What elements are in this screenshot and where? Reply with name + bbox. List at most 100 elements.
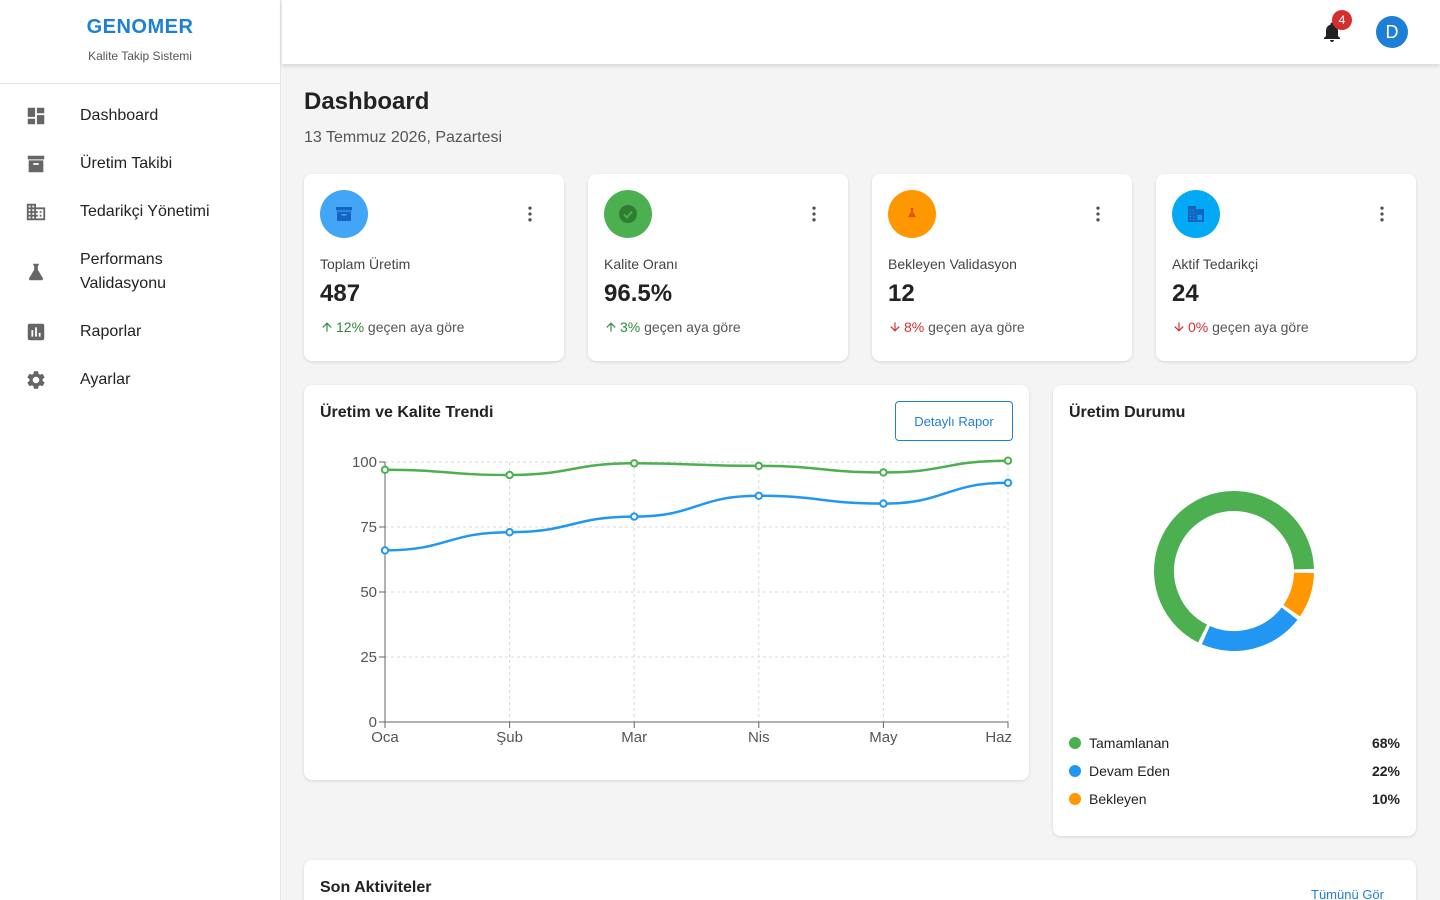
y-tick-label: 75 [360,519,377,536]
series-line [384,459,1009,477]
more-vert-icon [528,206,532,222]
legend-dot [1069,793,1081,805]
production-status-card: Üretim Durumu Tamamlanan 68% Devam Eden … [1053,385,1416,836]
donut-legend: Tamamlanan 68% Devam Eden 22% Bekleyen 1… [1069,729,1400,813]
stat-card-bekleyen-validasyon: Bekleyen Validasyon 12 8% geçen aya göre [872,174,1132,361]
avatar[interactable]: D [1376,16,1408,48]
sidebar-item-label: Performans Validasyonu [80,251,166,292]
x-tick-label: Şub [496,729,523,746]
sidebar-item-ayarlar[interactable]: Ayarlar [0,356,280,404]
legend-value: 22% [1371,763,1400,779]
archive-icon [336,207,352,221]
stat-change-suffix: geçen aya göre [928,319,1025,335]
data-point [1003,478,1013,488]
donut-slice-devam-eden [1201,607,1298,651]
x-tick-label: May [869,729,898,746]
line-chart: 0 25 50 75 100 Oca Şub Mar Nis May Haz [352,454,1013,746]
page-date: 13 Temmuz 2026, Pazartesi [304,129,503,146]
stat-label: Kalite Oranı [604,256,678,272]
building-icon [1188,206,1204,222]
stat-card-aktif-tedarikci: Aktif Tedarikçi 24 0% geçen aya göre [1156,174,1416,361]
data-point [630,512,639,521]
notifications-button[interactable]: 4 [1320,10,1352,44]
legend-dot [1069,765,1081,777]
sidebar-item-dashboard[interactable]: Dashboard [0,92,280,140]
flask-icon [908,208,916,219]
sidebar-item-label: Ayarlar [80,371,131,388]
data-point [754,461,763,471]
stat-change-suffix: geçen aya göre [644,319,741,335]
arrow-up-icon [606,322,616,332]
brand-title[interactable]: GENOMER [86,16,194,38]
y-tick-label: 25 [360,649,377,666]
data-point [1003,456,1013,465]
building-icon [24,200,48,224]
legend-dot [1069,737,1081,749]
stat-change: 12% geçen aya göre [320,319,464,335]
legend-value: 68% [1371,735,1400,751]
data-point [380,546,390,555]
stat-card-kalite-orani: Kalite Oranı 96.5% 3% geçen aya göre [588,174,848,361]
donut-chart [1154,491,1314,651]
y-tick-label: 50 [360,584,377,601]
stat-change: 3% geçen aya göre [604,319,741,335]
stat-change-value: 3% [620,319,641,335]
production-status-title: Üretim Durumu [1069,404,1186,421]
sidebar-item-label: Üretim Takibi [80,155,173,172]
more-menu-button[interactable] [1370,202,1394,226]
donut-slice-bekleyen [1283,572,1314,617]
sidebar-item-tedarikci-yonetimi[interactable]: Tedarikçi Yönetimi [0,188,280,236]
data-point [630,459,639,468]
more-vert-icon [1380,206,1384,222]
sidebar: GENOMER Kalite Takip Sistemi Dashboard Ü… [0,0,281,900]
stat-label: Aktif Tedarikçi [1172,256,1259,272]
data-point [505,470,514,480]
stat-change: 0% geçen aya göre [1172,319,1309,335]
data-point [505,528,514,537]
view-all-link[interactable]: Tümünü Gör [1311,887,1384,900]
legend-label: Devam Eden [1089,763,1170,779]
trend-chart-title: Üretim ve Kalite Trendi [320,404,494,421]
sidebar-nav: Dashboard Üretim Takibi Tedarikçi Yöneti… [0,84,280,404]
stat-change-value: 8% [904,319,925,335]
stat-label: Toplam Üretim [320,256,411,272]
top-app-bar: 4 D [282,0,1440,64]
stat-value: 487 [320,280,361,307]
legend-label: Bekleyen [1089,791,1147,807]
data-point [754,491,763,501]
stat-change: 8% geçen aya göre [888,319,1025,335]
stat-change-value: 0% [1188,319,1209,335]
sidebar-item-raporlar[interactable]: Raporlar [0,308,280,356]
x-tick-label: Oca [371,729,399,746]
arrow-down-icon [890,322,900,332]
sidebar-item-performans-validasyonu[interactable]: Performans Validasyonu [0,236,280,308]
donut-slice-tamamlanan [1154,491,1314,643]
series-line [384,481,1009,552]
more-menu-button[interactable] [802,202,826,226]
legend-item: Devam Eden 22% [1069,757,1400,785]
flask-icon [24,260,48,284]
data-point [879,499,888,508]
sidebar-item-uretim-takibi[interactable]: Üretim Takibi [0,140,280,188]
x-tick-label: Mar [621,729,647,746]
stat-value: 24 [1172,280,1199,307]
stat-icon-circle [320,190,368,238]
legend-label: Tamamlanan [1089,735,1170,751]
x-tick-label: Haz [985,729,1012,746]
sidebar-item-label: Raporlar [80,323,142,340]
trend-chart-card: Üretim ve Kalite Trendi Detaylı Rapor 0 2… [304,385,1029,780]
brand: GENOMER Kalite Takip Sistemi [0,0,280,84]
y-tick-label: 100 [352,454,377,471]
stat-icon-circle [604,190,652,238]
more-vert-icon [1096,206,1100,222]
detailed-report-button[interactable]: Detaylı Rapor [895,401,1013,441]
stat-icon-circle [888,190,936,238]
recent-activity-title: Son Aktiviteler [320,879,432,896]
arrow-down-icon [1174,322,1184,332]
arrow-up-icon [322,322,332,332]
more-menu-button[interactable] [1086,202,1110,226]
legend-item: Tamamlanan 68% [1069,729,1400,757]
more-vert-icon [812,206,816,222]
stat-value: 12 [888,280,915,307]
more-menu-button[interactable] [518,202,542,226]
